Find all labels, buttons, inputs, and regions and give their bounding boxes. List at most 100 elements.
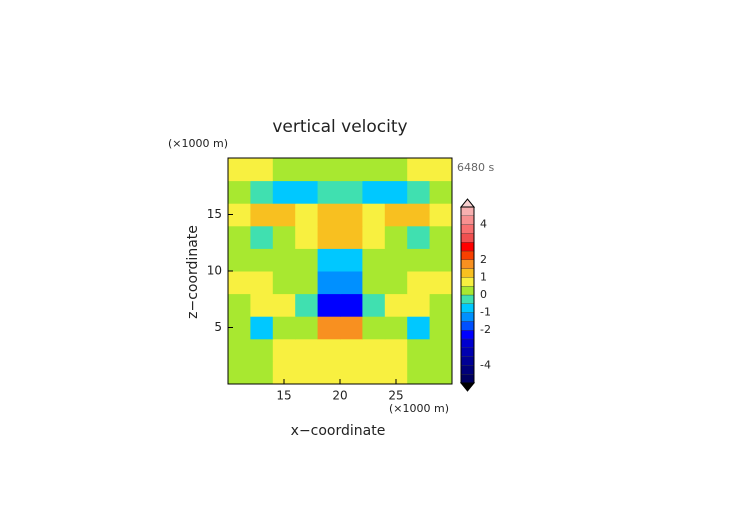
colorbar-extend-high [459,198,476,208]
contour-cell [272,316,296,340]
contour-cell [317,338,341,362]
colorbar-swatch [460,347,475,357]
contour-cell [384,338,408,362]
contour-cell [384,180,408,204]
contour-cell [228,248,251,272]
contour-cell [362,158,386,182]
contour-cell [250,225,274,249]
contour-cell [250,203,274,227]
y-tick-label: 5 [214,320,222,334]
contour-cell [250,361,274,385]
contour-cell [429,158,453,182]
contour-cell [407,293,431,317]
contour-cell [272,180,296,204]
contour-cell [228,203,251,227]
contour-cell [429,271,453,295]
colorbar-swatch [460,215,475,225]
contour-cell [250,293,274,317]
contour-cell [272,225,296,249]
contour-cell [272,293,296,317]
colorbar-swatch [460,277,475,287]
contour-cell [429,203,453,227]
contour-cell [362,248,386,272]
contour-cell [340,203,363,227]
colorbar-swatch [460,259,475,269]
contour-cell [429,293,453,317]
contour-cell [250,248,274,272]
y-tick-label: 10 [207,264,222,278]
contour-cell [295,271,319,295]
contour-cell [407,361,431,385]
contour-cell [295,225,319,249]
contour-cell [340,225,363,249]
colorbar-swatch [460,233,475,243]
contour-cell [407,225,431,249]
colorbar-tick-label: -2 [480,323,491,336]
colorbar-swatch [460,206,475,216]
contour-cell [384,361,408,385]
contour-cell [295,338,319,362]
contour-cell [272,361,296,385]
contour-cell [340,293,363,317]
x-tick-label: 20 [332,389,347,403]
contour-cell [295,158,319,182]
contour-cell [228,293,251,317]
contour-cell [407,203,431,227]
contour-cell [407,338,431,362]
contour-cell [362,203,386,227]
contour-cell [295,180,319,204]
colorbar-swatch [460,321,475,331]
y-tick-label: 15 [207,207,222,221]
contour-cell [362,361,386,385]
contour-cell [429,316,453,340]
contour-cell [340,271,363,295]
contour-cell [295,203,319,227]
chart-title: vertical velocity [272,117,407,137]
contour-cell [317,316,341,340]
contour-cell [384,203,408,227]
colorbar-swatch [460,374,475,384]
colorbar-tick-label: -1 [480,306,491,319]
contour-cell [317,271,341,295]
colorbar-tick-label: 0 [480,288,487,301]
contour-cell [250,316,274,340]
x-tick-label: 15 [276,389,291,403]
contour-cell [317,361,341,385]
contour-cell [340,248,363,272]
contour-cell [340,158,363,182]
contour-cell [272,203,296,227]
contour-cell [384,271,408,295]
contour-cell [384,158,408,182]
contour-cell [228,225,251,249]
colorbar-tick-label: 2 [480,253,487,266]
contour-cell [407,180,431,204]
contour-cell [317,203,341,227]
contour-cell [429,248,453,272]
contour-cell [407,271,431,295]
contour-cell [384,248,408,272]
contour-cell [340,316,363,340]
colorbar-extend-low [459,382,476,392]
contour-cell [340,361,363,385]
colorbar-swatch [460,365,475,375]
colorbar-tick-label: -4 [480,358,491,371]
contour-cell [295,293,319,317]
contour-cell [429,361,453,385]
contour-cell [228,271,251,295]
contour-cell [317,293,341,317]
contour-cell [272,248,296,272]
y-unit: (×1000 m) [168,137,228,150]
contour-cell [295,316,319,340]
contour-cell [429,225,453,249]
x-axis-label: x−coordinate [291,423,386,439]
contour-cell [362,180,386,204]
contour-cell [317,248,341,272]
contour-cell [250,180,274,204]
contour-cell [384,293,408,317]
contour-cell [228,316,251,340]
contour-cell [228,158,251,182]
colorbar-swatch [460,286,475,296]
contour-cell [407,158,431,182]
contour-cell [272,338,296,362]
colorbar-swatch [460,356,475,366]
